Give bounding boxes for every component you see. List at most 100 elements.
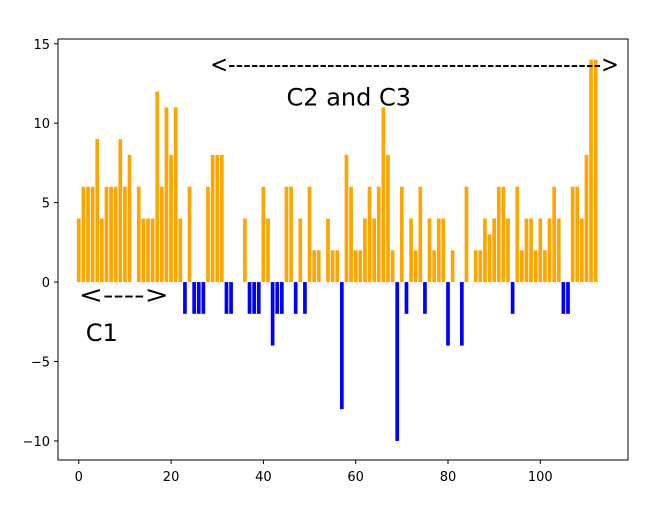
bar [395, 282, 400, 441]
bar [81, 186, 86, 283]
bar [104, 186, 109, 283]
bar [432, 250, 436, 283]
bar [372, 218, 376, 283]
bar [496, 186, 501, 283]
bar [141, 218, 146, 283]
bar [76, 218, 81, 283]
bar [404, 282, 409, 314]
bar [460, 282, 464, 346]
bar [109, 186, 113, 283]
y-tick-label: 10 [33, 117, 50, 132]
bar [210, 154, 215, 283]
bar [206, 186, 210, 283]
bar [575, 186, 580, 283]
bar [552, 186, 556, 283]
bar [90, 186, 95, 283]
bar [400, 186, 404, 283]
bar [192, 282, 196, 314]
bar [316, 250, 321, 283]
bar [261, 186, 266, 283]
bar [418, 186, 423, 283]
bar [566, 282, 570, 314]
bar [367, 186, 372, 283]
bar [326, 218, 330, 283]
bar [464, 186, 469, 283]
y-tick-label: 5 [42, 197, 50, 212]
bar [298, 218, 303, 283]
bar [358, 250, 363, 283]
x-tick-label: 40 [255, 470, 272, 485]
bar [164, 107, 169, 283]
bar [349, 186, 353, 283]
bar [492, 218, 496, 283]
bar [335, 250, 340, 283]
bar [224, 282, 229, 314]
x-tick-label: 20 [163, 470, 180, 485]
bar [270, 282, 275, 346]
x-axis: 0 20 40 60 80 100 [75, 460, 553, 485]
bar [427, 218, 432, 283]
bar [570, 186, 575, 283]
bar [538, 218, 543, 283]
bar [243, 218, 247, 283]
bar [86, 186, 90, 283]
bar [312, 250, 316, 283]
bar [266, 218, 270, 283]
bar [113, 186, 118, 283]
bar [150, 218, 155, 283]
bar [593, 59, 598, 283]
bar [340, 282, 344, 410]
bar [589, 59, 593, 283]
bar [344, 154, 349, 283]
bar [215, 154, 220, 283]
bar [487, 234, 492, 283]
bar [293, 282, 298, 314]
bar [584, 154, 589, 283]
bar [376, 186, 381, 283]
bar [95, 139, 100, 283]
bar [413, 250, 418, 283]
bar [118, 139, 123, 283]
bar [220, 154, 224, 283]
c2c3-arrow: <---------------------------------------… [210, 51, 618, 79]
bar [280, 282, 284, 314]
bar [483, 218, 487, 283]
bar [543, 250, 547, 283]
bar [196, 282, 201, 314]
bar [252, 282, 256, 314]
bar [353, 250, 358, 283]
bar [478, 250, 483, 283]
x-tick-label: 60 [347, 470, 364, 485]
bar [533, 250, 538, 283]
bar [520, 250, 524, 283]
bar [386, 154, 390, 283]
bar [363, 218, 367, 283]
bar [529, 218, 533, 283]
bar [409, 218, 413, 283]
bar [127, 154, 132, 283]
c2c3-label: C2 and C3 [287, 84, 411, 112]
bar [284, 186, 289, 283]
bar [510, 282, 515, 314]
bar [556, 218, 561, 283]
bar [390, 250, 395, 283]
bar [580, 218, 584, 283]
bar [178, 218, 183, 283]
bar [547, 218, 552, 283]
bar [256, 282, 261, 314]
bar [160, 186, 164, 283]
bar [229, 282, 233, 314]
bar [169, 154, 173, 283]
bar [303, 282, 307, 314]
bar [441, 218, 446, 283]
bar [146, 218, 150, 283]
bar [561, 282, 566, 314]
bar [307, 186, 312, 283]
annotations-group: <---------------------------------------… [79, 51, 619, 347]
bar [506, 218, 510, 283]
y-tick-label: 15 [33, 38, 50, 53]
bar [436, 218, 441, 283]
bar [501, 186, 506, 283]
bar [275, 282, 280, 314]
